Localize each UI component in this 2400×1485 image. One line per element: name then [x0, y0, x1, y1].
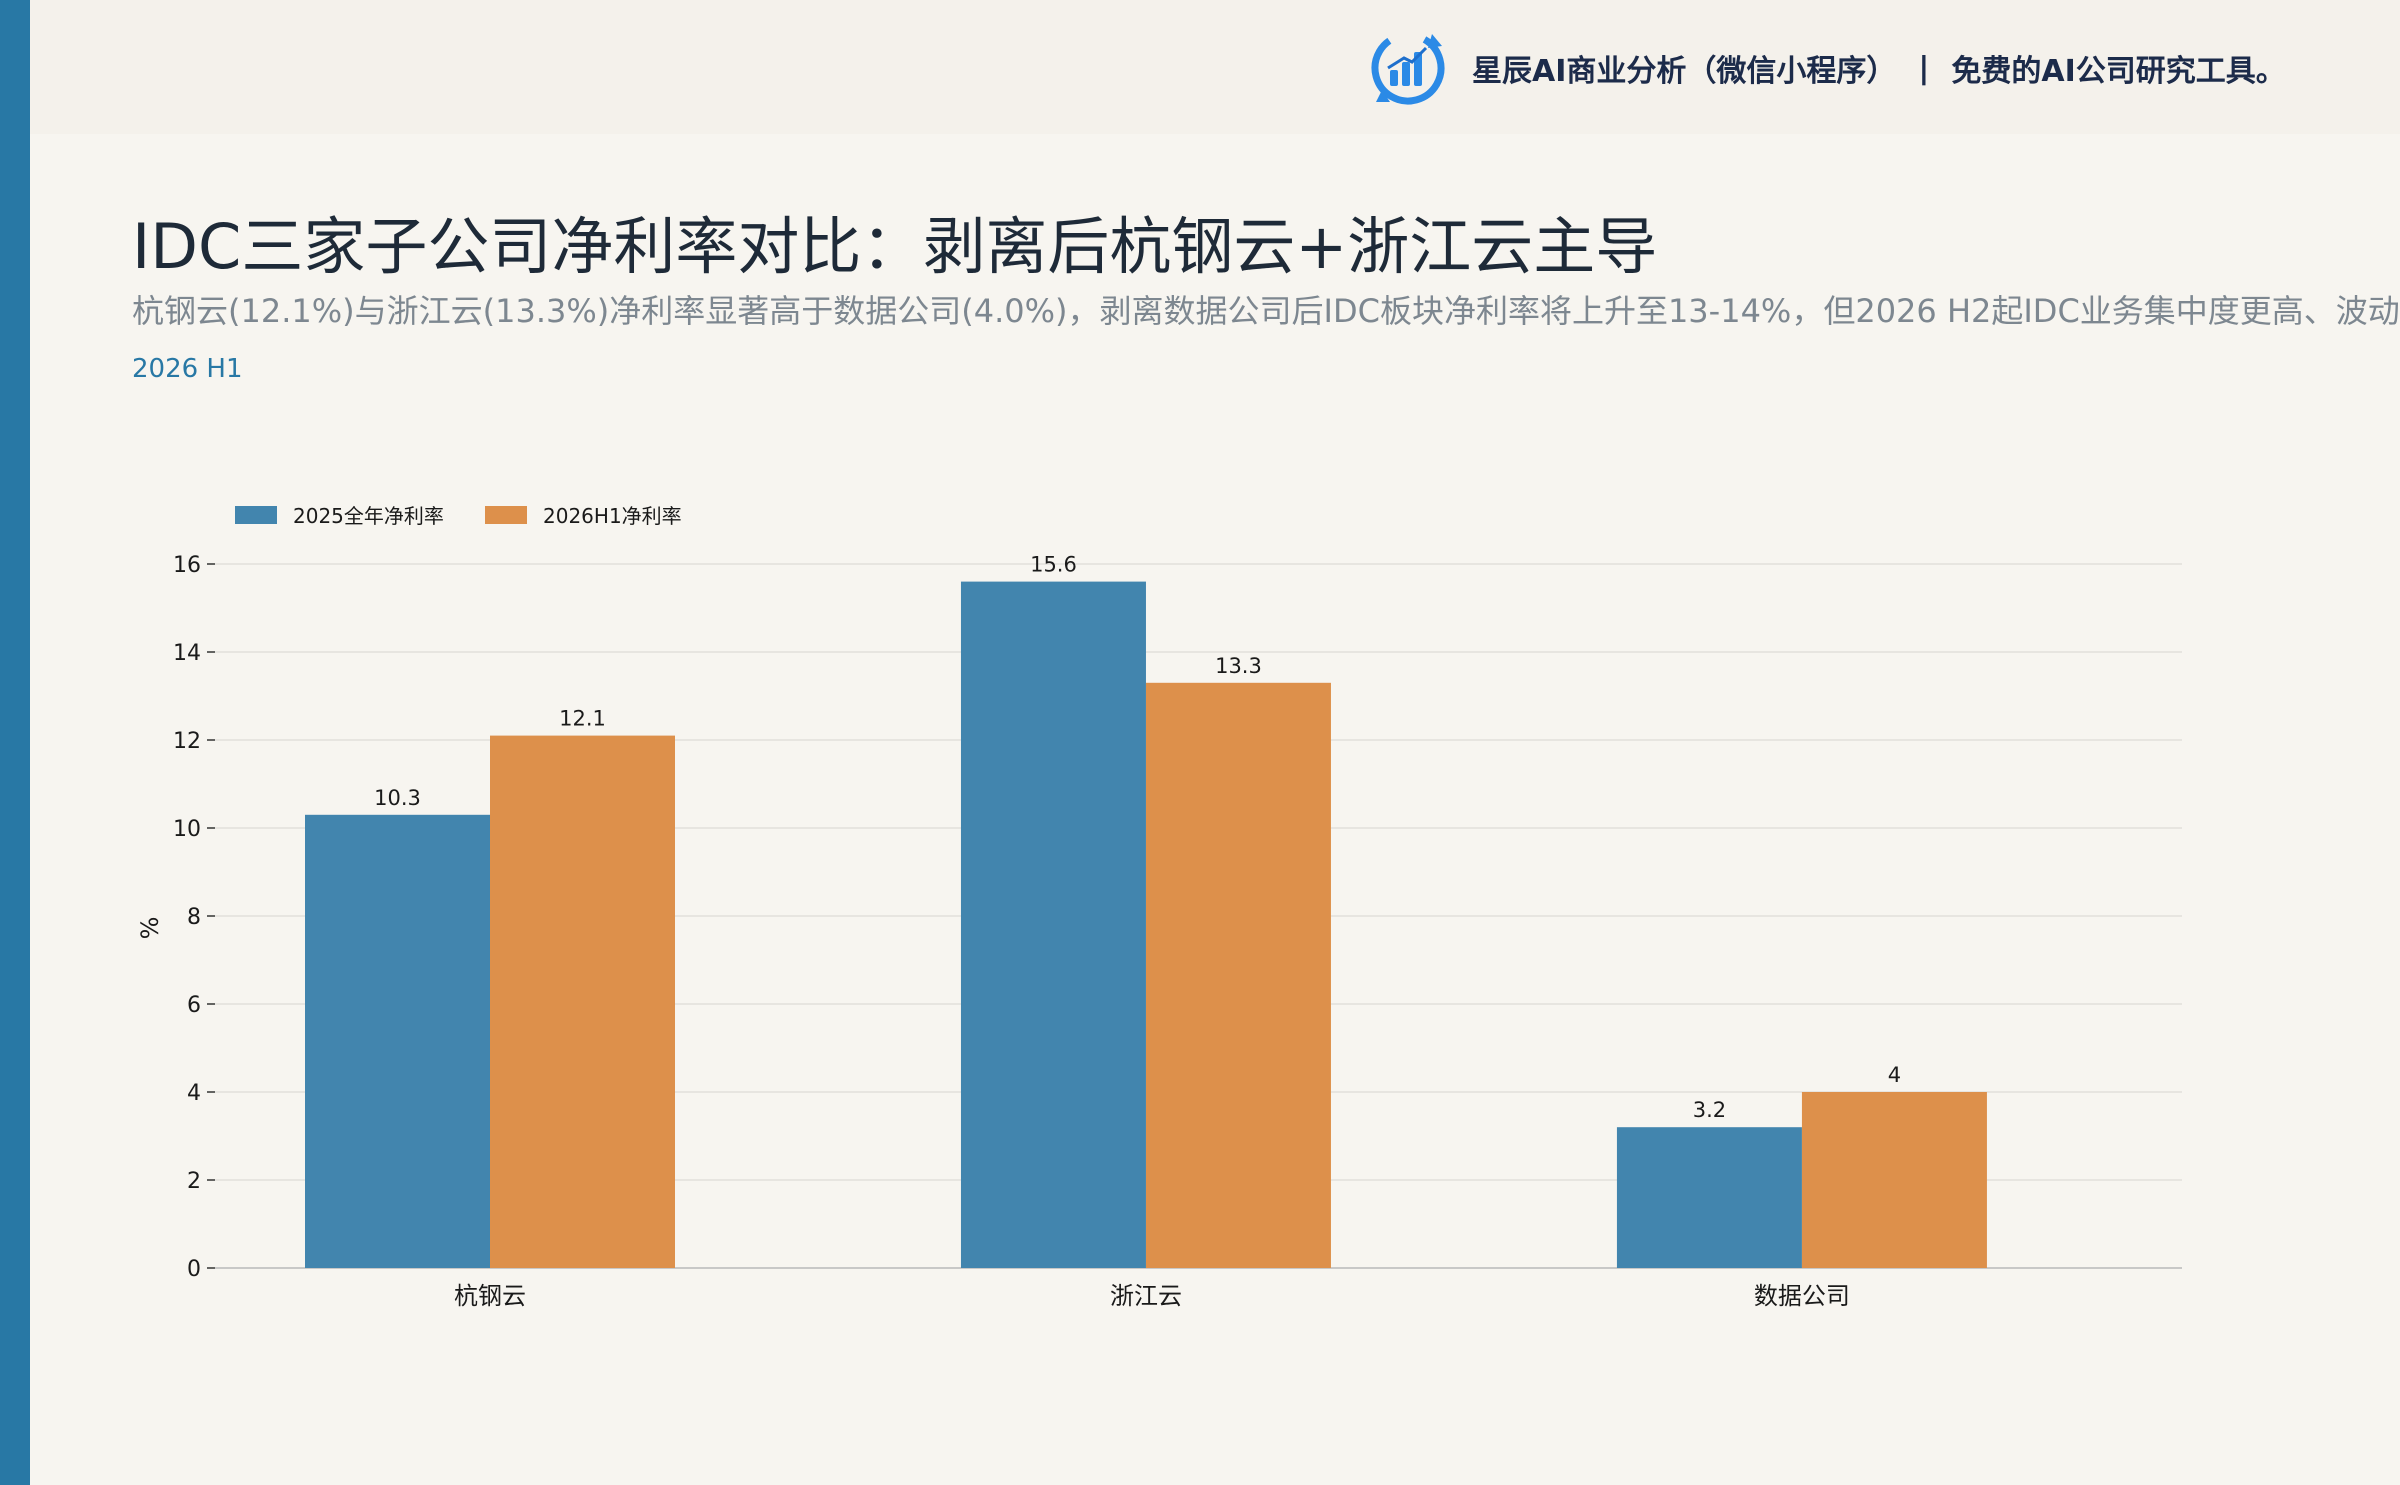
- legend-label: 2025全年净利率: [293, 504, 444, 528]
- bar-value-label: 12.1: [559, 707, 606, 731]
- bar-2026h1-1: [1145, 682, 1331, 1268]
- x-tick-label: 数据公司: [1754, 1282, 1850, 1310]
- brand-separator: |: [1918, 50, 1930, 86]
- bar-value-label: 4: [1888, 1063, 1901, 1087]
- period-label: 2026 H1: [132, 354, 243, 384]
- brand-name: 星辰AI商业分析（微信小程序）: [1472, 54, 1897, 89]
- legend-label: 2026H1净利率: [543, 504, 682, 528]
- bar-value-label: 13.3: [1215, 654, 1262, 678]
- accent-sidebar-bar: [0, 0, 30, 1485]
- bar-value-label: 10.3: [374, 786, 421, 810]
- bar-2025-0: [305, 814, 490, 1268]
- bar-2026h1-0: [490, 735, 675, 1268]
- y-tick-label: 12: [173, 729, 201, 754]
- header-band: [30, 0, 2400, 134]
- bar-2025-1: [960, 581, 1146, 1268]
- brand-tagline: 免费的AI公司研究工具。: [1951, 54, 2286, 89]
- y-tick-label: 16: [173, 553, 201, 578]
- bar-2026h1-2: [1801, 1092, 1987, 1268]
- y-tick-label: 14: [173, 641, 201, 666]
- y-axis-label: %: [136, 917, 164, 940]
- legend-swatch: [485, 506, 527, 524]
- y-tick-label: 2: [187, 1169, 201, 1194]
- y-tick-label: 8: [187, 905, 201, 930]
- page-subtitle: 杭钢云(12.1%)与浙江云(13.3%)净利率显著高于数据公司(4.0%)，剥…: [132, 292, 2400, 330]
- bar-2025-2: [1616, 1127, 1802, 1268]
- bar-value-label: 15.6: [1030, 553, 1077, 577]
- bar-value-label: 3.2: [1693, 1098, 1726, 1122]
- y-tick-label: 10: [173, 817, 201, 842]
- legend: 2025全年净利率 2026H1净利率: [235, 504, 682, 528]
- bars: [305, 581, 1987, 1268]
- bar-chart-cycle-icon: [1371, 31, 1445, 105]
- brand: 星辰AI商业分析（微信小程序） | 免费的AI公司研究工具。: [1368, 24, 2286, 112]
- y-tick-label: 4: [187, 1081, 201, 1106]
- x-tick-label: 浙江云: [1110, 1282, 1182, 1310]
- y-tick-label: 6: [187, 993, 201, 1018]
- page-title: IDC三家子公司净利率对比：剥离后杭钢云+浙江云主导: [132, 210, 1658, 283]
- x-tick-label: 杭钢云: [454, 1282, 526, 1310]
- y-tick-label: 0: [187, 1257, 201, 1282]
- data-labels: 10.3 12.1 15.6 13.3 3.2 4: [374, 553, 1901, 1123]
- legend-swatch: [235, 506, 277, 524]
